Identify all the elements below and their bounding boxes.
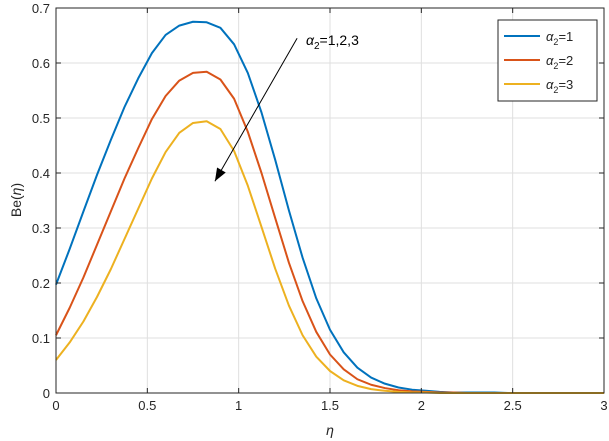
y-tick-label: 0.3: [32, 221, 50, 236]
x-tick-label: 2.5: [504, 398, 522, 413]
annotation-subscript: 2: [314, 41, 320, 52]
y-tick-label: 0.1: [32, 331, 50, 346]
legend-label-3: α2=3: [546, 77, 573, 95]
y-axis-label-main: Be(: [8, 195, 24, 217]
annotation-arrow-head: [214, 167, 226, 182]
legend-subscript: 2: [553, 37, 558, 47]
x-axis-label: η: [326, 422, 334, 438]
x-tick-label: 3: [600, 398, 607, 413]
x-tick-label: 0.5: [138, 398, 156, 413]
y-tick-label: 0: [43, 386, 50, 401]
y-axis-label-close: ): [8, 183, 24, 188]
ticks: 0 0.5 1 1.5 2 2.5 3 0 0.1 0.2 0.3 0.4 0.5 0.6 0.7: [32, 1, 608, 413]
legend-subscript: 2: [553, 61, 558, 71]
y-axis-label-symbol: η: [8, 187, 24, 195]
y-tick-label: 0.7: [32, 1, 50, 16]
legend-value: =3: [558, 77, 573, 92]
y-axis-label: Be(η): [8, 183, 24, 217]
legend-value: =1: [558, 29, 573, 44]
legend: α2=1α2=2α2=3: [497, 19, 598, 102]
annotation-symbol: α: [306, 32, 315, 48]
annotation-arrow-line: [214, 38, 298, 182]
legend-symbol: α: [546, 53, 554, 68]
legend-subscript: 2: [553, 85, 558, 95]
annotation-text: =1,2,3: [320, 32, 360, 48]
y-tick-label: 0.2: [32, 276, 50, 291]
y-tick-label: 0.5: [32, 111, 50, 126]
legend-value: =2: [558, 53, 573, 68]
x-tick-label: 2: [418, 398, 425, 413]
x-tick-label: 0: [52, 398, 59, 413]
annotation: α2=1,2,3: [214, 32, 359, 182]
annotation-label: α2=1,2,3: [306, 32, 359, 52]
legend-symbol: α: [546, 29, 554, 44]
y-tick-label: 0.4: [32, 166, 50, 181]
legend-label-2: α2=2: [546, 53, 573, 71]
x-tick-label: 1.5: [321, 398, 339, 413]
legend-symbol: α: [546, 77, 554, 92]
y-tick-label: 0.6: [32, 56, 50, 71]
legend-label-1: α2=1: [546, 29, 573, 47]
x-tick-label: 1: [235, 398, 242, 413]
